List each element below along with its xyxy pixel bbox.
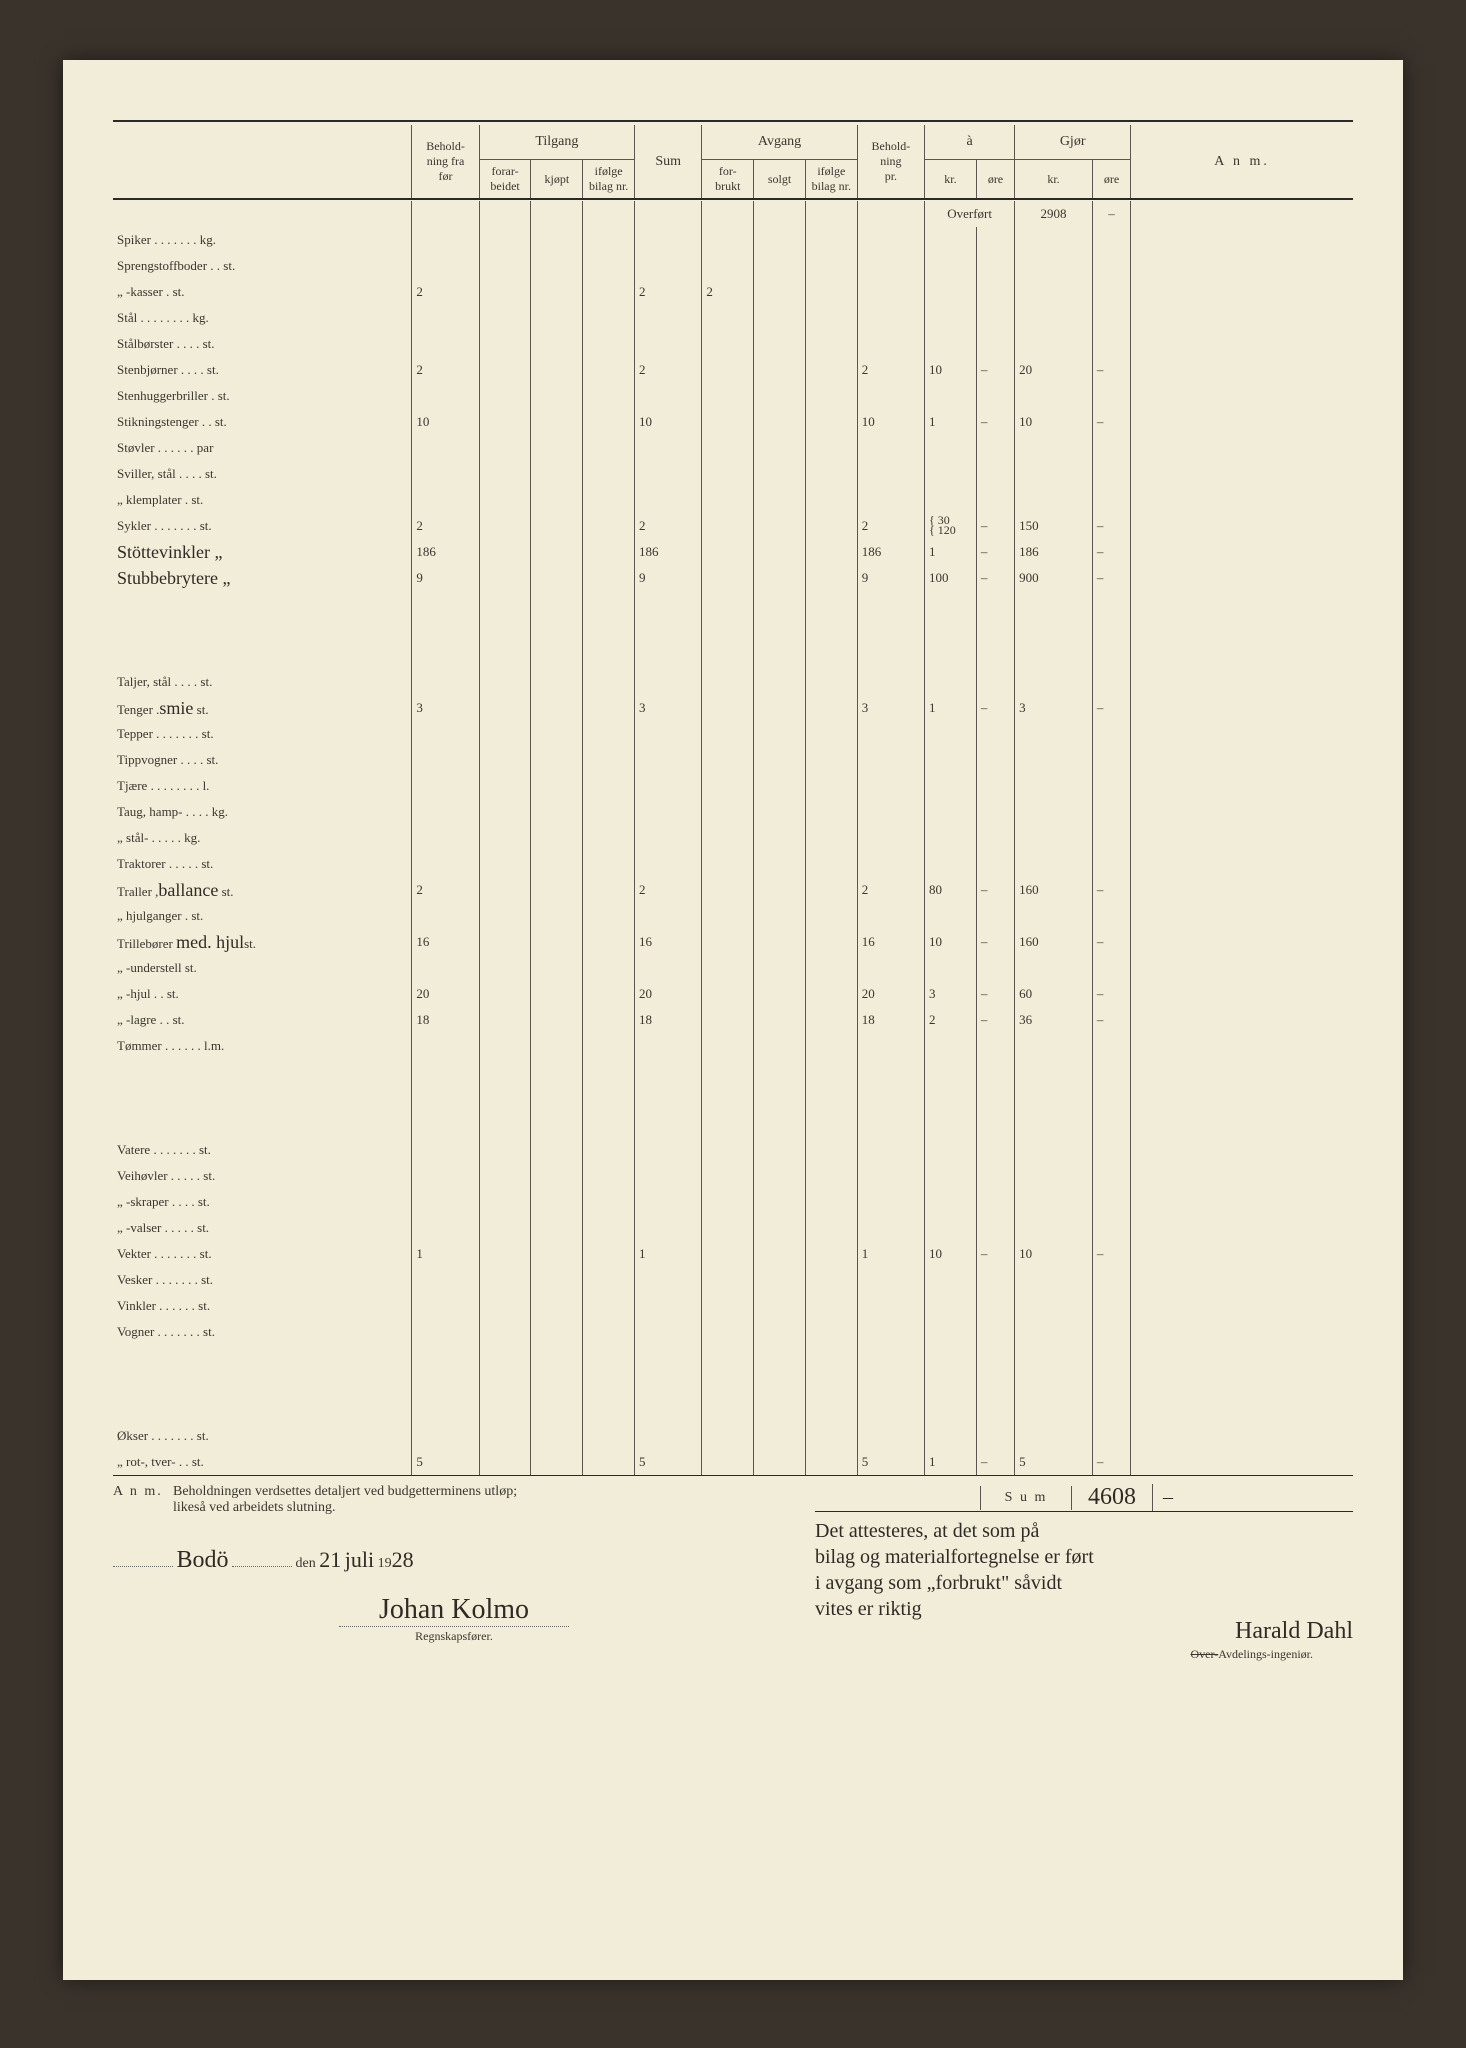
table-row: Stål . . . . . . . . kg. <box>113 305 1353 331</box>
place: Bodö <box>177 1547 229 1573</box>
col-behold-pr: Behold- ning pr. <box>857 125 924 199</box>
overfort-row: Overført 2908 – <box>113 201 1353 227</box>
table-row: „ hjulganger . st. <box>113 903 1353 929</box>
table-row <box>113 1059 1353 1085</box>
table-row <box>113 1111 1353 1137</box>
sum-ore: – <box>1153 1486 1183 1509</box>
table-row: „ rot-, tver- . . st.5551–5– <box>113 1449 1353 1475</box>
table-row <box>113 591 1353 617</box>
sub-gkr: kr. <box>1015 160 1093 200</box>
table-row: Vekter . . . . . . . st.11110–10– <box>113 1241 1353 1267</box>
ledger-page: Behold- ning fra før Tilgang Sum Avgang … <box>63 60 1403 1980</box>
footer-block: A n m. Beholdningen verdsettes detaljert… <box>113 1475 1353 1662</box>
over-struck: Over- <box>1190 1647 1218 1661</box>
table-row: „ -kasser . st.222 <box>113 279 1353 305</box>
anm-text: Beholdningen verdsettes detaljert ved bu… <box>173 1484 795 1516</box>
table-row <box>113 1371 1353 1397</box>
den-label: den <box>296 1556 316 1571</box>
table-row: Tenger .smie st.3331–3– <box>113 695 1353 721</box>
table-row: „ -valser . . . . . st. <box>113 1215 1353 1241</box>
table-row <box>113 1345 1353 1371</box>
table-row: Traller ,ballance st.22280–160– <box>113 877 1353 903</box>
col-sum: Sum <box>635 125 702 199</box>
col-avgang: Avgang <box>702 125 857 160</box>
table-row: Vesker . . . . . . . st. <box>113 1267 1353 1293</box>
table-row: „ -lagre . . st.1818182–36– <box>113 1007 1353 1033</box>
sub-solgt: solgt <box>754 160 806 200</box>
table-row: Stenbjørner . . . . st.22210–20– <box>113 357 1353 383</box>
sub-forarbeidet: forar- beidet <box>479 160 531 200</box>
col-anm: A n m. <box>1131 125 1353 199</box>
table-row: Tømmer . . . . . . l.m. <box>113 1033 1353 1059</box>
overfort-label: Overført <box>925 201 1015 227</box>
overfort-value: 2908 <box>1015 201 1093 227</box>
table-row: Støvler . . . . . . par <box>113 435 1353 461</box>
col-beholdning: Behold- ning fra før <box>412 125 479 199</box>
sub-bilag2: ifølge bilag nr. <box>805 160 857 200</box>
sum-label: S u m <box>980 1486 1072 1510</box>
table-row: Vogner . . . . . . . st. <box>113 1319 1353 1345</box>
attest-text: Det attesteres, at det som på bilag og m… <box>815 1518 1353 1622</box>
col-tilgang: Tilgang <box>479 125 634 160</box>
table-row: „ -hjul . . st.2020203–60– <box>113 981 1353 1007</box>
table-row: Taljer, stål . . . . st. <box>113 669 1353 695</box>
regnskap-label: Regnskapsfører. <box>113 1629 795 1644</box>
col-a: à <box>925 125 1015 160</box>
col-gjor: Gjør <box>1015 125 1131 160</box>
date-day: 21 <box>319 1547 341 1572</box>
table-row: Vatere . . . . . . . st. <box>113 1137 1353 1163</box>
table-row: Stubbebrytere „999100–900– <box>113 565 1353 591</box>
sub-ore: øre <box>976 160 1014 200</box>
table-row <box>113 1397 1353 1423</box>
signature-left: Johan Kolmo <box>339 1594 569 1627</box>
table-row <box>113 643 1353 669</box>
anm-label: A n m. <box>113 1484 173 1516</box>
table-row: Veihøvler . . . . . st. <box>113 1163 1353 1189</box>
overfort-ore: – <box>1092 201 1130 227</box>
table-row: „ -understell st. <box>113 955 1353 981</box>
table-row: „ stål- . . . . . kg. <box>113 825 1353 851</box>
date-month: juli <box>345 1547 374 1572</box>
sub-forbrukt: for- brukt <box>702 160 754 200</box>
sub-gore: øre <box>1092 160 1130 200</box>
table-row: „ -skraper . . . . st. <box>113 1189 1353 1215</box>
table-row: Økser . . . . . . . st. <box>113 1423 1353 1449</box>
table-row: „ klemplater . st. <box>113 487 1353 513</box>
table-row: Sykler . . . . . . . st.222{ 30{ 120–150… <box>113 513 1353 539</box>
signature-right: Harald Dahl <box>1235 1618 1353 1644</box>
table-row: Sviller, stål . . . . st. <box>113 461 1353 487</box>
table-row: Stöttevinkler „1861861861–186– <box>113 539 1353 565</box>
table-row: Sprengstoffboder . . st. <box>113 253 1353 279</box>
table-row: Tepper . . . . . . . st. <box>113 721 1353 747</box>
table-row: Trillebører med. hjulst.16161610–160– <box>113 929 1353 955</box>
table-row: Spiker . . . . . . . kg. <box>113 227 1353 253</box>
table-row: Taug, hamp- . . . . kg. <box>113 799 1353 825</box>
avdeling-label: Avdelings-ingeniør. <box>1218 1647 1313 1661</box>
sub-bilag1: ifølge bilag nr. <box>583 160 635 200</box>
sum-value: 4608 <box>1072 1484 1153 1511</box>
ledger-table: Behold- ning fra før Tilgang Sum Avgang … <box>113 120 1353 1475</box>
year-prefix: 19 <box>378 1556 392 1571</box>
year-suffix: 28 <box>392 1547 414 1572</box>
sub-kjopt: kjøpt <box>531 160 583 200</box>
table-row: Stikningstenger . . st.1010101–10– <box>113 409 1353 435</box>
table-row: Traktorer . . . . . st. <box>113 851 1353 877</box>
table-row: Stålbørster . . . . st. <box>113 331 1353 357</box>
table-row: Tippvogner . . . . st. <box>113 747 1353 773</box>
sub-kr: kr. <box>925 160 977 200</box>
table-row: Stenhuggerbriller . st. <box>113 383 1353 409</box>
table-row: Tjære . . . . . . . . l. <box>113 773 1353 799</box>
table-row <box>113 617 1353 643</box>
table-row <box>113 1085 1353 1111</box>
table-row: Vinkler . . . . . . st. <box>113 1293 1353 1319</box>
